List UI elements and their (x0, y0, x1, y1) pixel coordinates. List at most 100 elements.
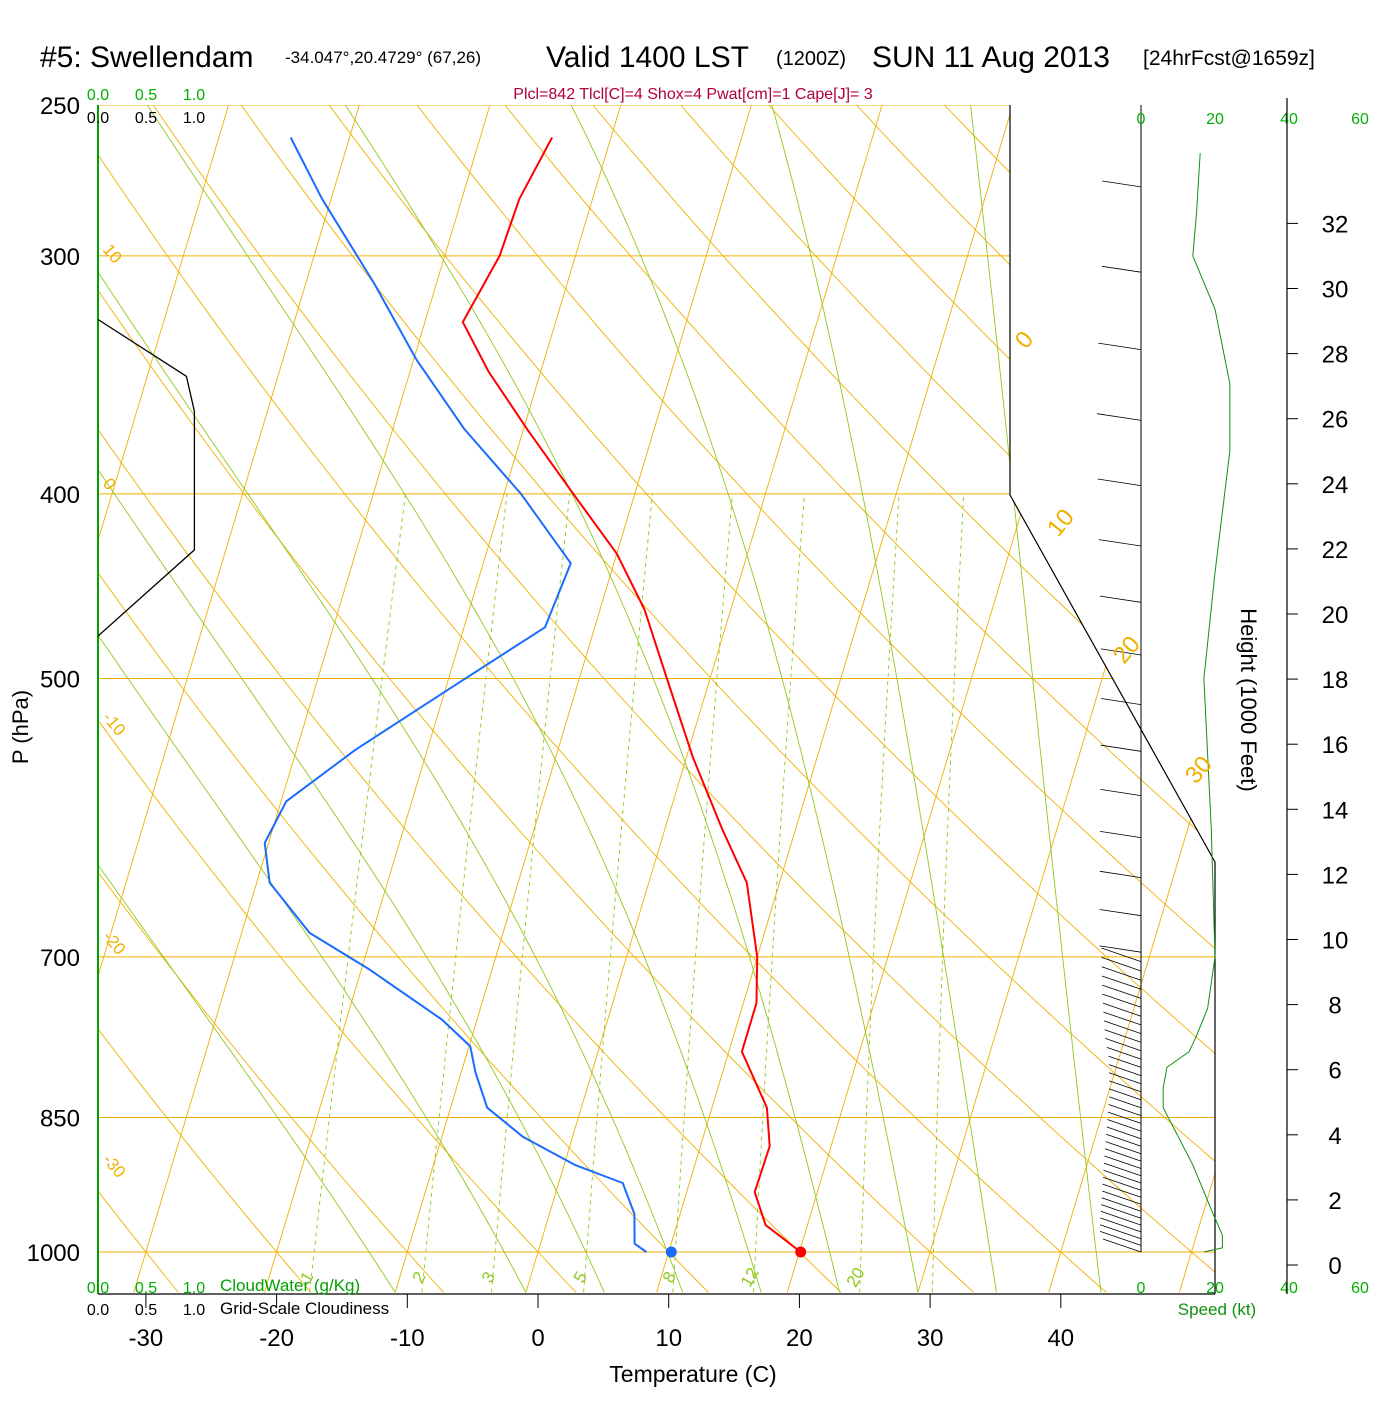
wind-barbs (1097, 181, 1141, 1252)
mixing-ratio-label: 5 (570, 1268, 591, 1286)
height-tick-label: 28 (1322, 342, 1349, 369)
height-tick-label: 30 (1322, 277, 1349, 304)
mixing-ratio-line (932, 494, 963, 1293)
valid-date: SUN 11 Aug 2013 (872, 41, 1110, 74)
wind-barb (1106, 1134, 1141, 1146)
moist-adiabat (0, 71, 604, 1292)
station-title: #5: Swellendam (40, 41, 253, 74)
dry-adiabat (565, 71, 1400, 1292)
wind-barb (1100, 1225, 1141, 1239)
height-tick-label: 18 (1322, 667, 1349, 694)
speed-tick-top-0: 0 (1137, 111, 1146, 128)
bottom-black-05: 0.5 (135, 1302, 157, 1319)
wind-barb (1103, 1184, 1141, 1197)
wind-barb (1101, 699, 1141, 705)
height-tick-label: 16 (1322, 732, 1349, 759)
pressure-tick-label: 250 (40, 93, 80, 120)
dry-adiabat (43, 71, 1106, 1292)
top-black-10: 1.0 (183, 110, 205, 127)
isotherm-line (787, 71, 1153, 1292)
wind-barb (1102, 1198, 1141, 1212)
station-coords: -34.047°,20.4729° (67,26) (285, 48, 481, 67)
wind-barb (1101, 1211, 1141, 1225)
temperature-tick-label: -30 (129, 1325, 164, 1352)
wind-barb (1107, 1127, 1141, 1139)
height-tick-label: 0 (1328, 1253, 1341, 1280)
wind-barb (1104, 1156, 1141, 1169)
valid-time: Valid 1400 LST (546, 41, 749, 74)
wind-barb (1103, 1177, 1141, 1190)
wind-barb (1100, 596, 1141, 602)
mixing-ratio-line (422, 494, 507, 1293)
height-tick-label: 26 (1322, 407, 1349, 434)
mixing-ratio-label: 20 (843, 1264, 869, 1290)
speed-axis-label: Speed (kt) (1178, 1300, 1256, 1319)
temperature-tick-label: -20 (259, 1325, 294, 1352)
bottom-black-0: 0.0 (87, 1302, 109, 1319)
pressure-tick-label: 300 (40, 244, 80, 271)
pressure-tick-label: 700 (40, 945, 80, 972)
top-black-0: 0.0 (87, 110, 109, 127)
height-tick-label: 2 (1328, 1188, 1341, 1215)
wind-barb (1099, 540, 1141, 546)
top-green-05: 0.5 (135, 87, 157, 104)
wind-barb (1109, 1065, 1141, 1076)
mixing-ratio-label: 2 (409, 1268, 430, 1286)
pressure-axis-label: P (hPa) (8, 690, 33, 764)
moist-adiabat (125, 71, 761, 1292)
height-tick-label: 10 (1322, 928, 1349, 955)
moist-adiabat (323, 71, 839, 1292)
dry-adiabat (826, 71, 1400, 1292)
speed-ticks-top: 0 20 40 60 (1137, 111, 1369, 128)
wind-barb (1103, 1239, 1141, 1252)
plot-frame (1010, 105, 1215, 1294)
top-green-0: 0.0 (87, 87, 109, 104)
temperature-axis-label: Temperature (C) (609, 1361, 776, 1387)
height-tick-label: 24 (1322, 472, 1349, 499)
dry-adiabat (0, 71, 974, 1292)
wind-barb (1100, 789, 1141, 795)
wind-barb (1104, 1170, 1142, 1183)
background-grid (0, 71, 1400, 1292)
wind-barb (1105, 1149, 1141, 1161)
wind-barb (1106, 1142, 1141, 1154)
isotherm-label: -30 (99, 1150, 129, 1181)
height-tick-label: 4 (1328, 1123, 1341, 1150)
isotherm-line (264, 71, 630, 1292)
dry-adiabat (1347, 71, 1400, 1292)
wind-barb (1100, 831, 1141, 837)
height-axis-label: Height (1000 Feet) (1236, 608, 1261, 791)
isotherm-line (526, 71, 892, 1292)
theta-label: 0 (1010, 326, 1039, 354)
dry-adiabat (739, 71, 1400, 1292)
bottom-green-0: 0.0 (87, 1280, 109, 1297)
pressure-tick-label: 850 (40, 1106, 80, 1133)
bottom-green-05: 0.5 (135, 1280, 157, 1297)
speed-line (1163, 153, 1230, 1252)
moist-adiabat (967, 71, 1101, 1292)
theta-label: 20 (1108, 631, 1146, 669)
dry-adiabat (130, 71, 1238, 1292)
surface-dewpoint-marker (666, 1247, 677, 1258)
theta-label: 30 (1180, 751, 1218, 789)
height-tick-label: 8 (1328, 993, 1341, 1020)
temperature-tick-label: 10 (655, 1325, 682, 1352)
surface-temperature-marker (795, 1247, 806, 1258)
mixing-ratio-line (860, 494, 899, 1293)
wind-barb (1097, 414, 1141, 421)
height-tick-label: 20 (1322, 602, 1349, 629)
bottom-green-10: 1.0 (183, 1280, 205, 1297)
height-tick-label: 14 (1322, 797, 1349, 824)
wind-barb (1101, 1205, 1141, 1219)
wind-barb (1100, 871, 1141, 877)
mixing-ratio-label: 3 (478, 1268, 499, 1286)
wind-barb (1100, 910, 1141, 916)
cloud-scale-top: 0.0 0.5 1.0 0.0 0.5 1.0 (87, 87, 205, 127)
temperature-line (463, 138, 801, 1253)
wind-barb (1100, 1231, 1141, 1245)
